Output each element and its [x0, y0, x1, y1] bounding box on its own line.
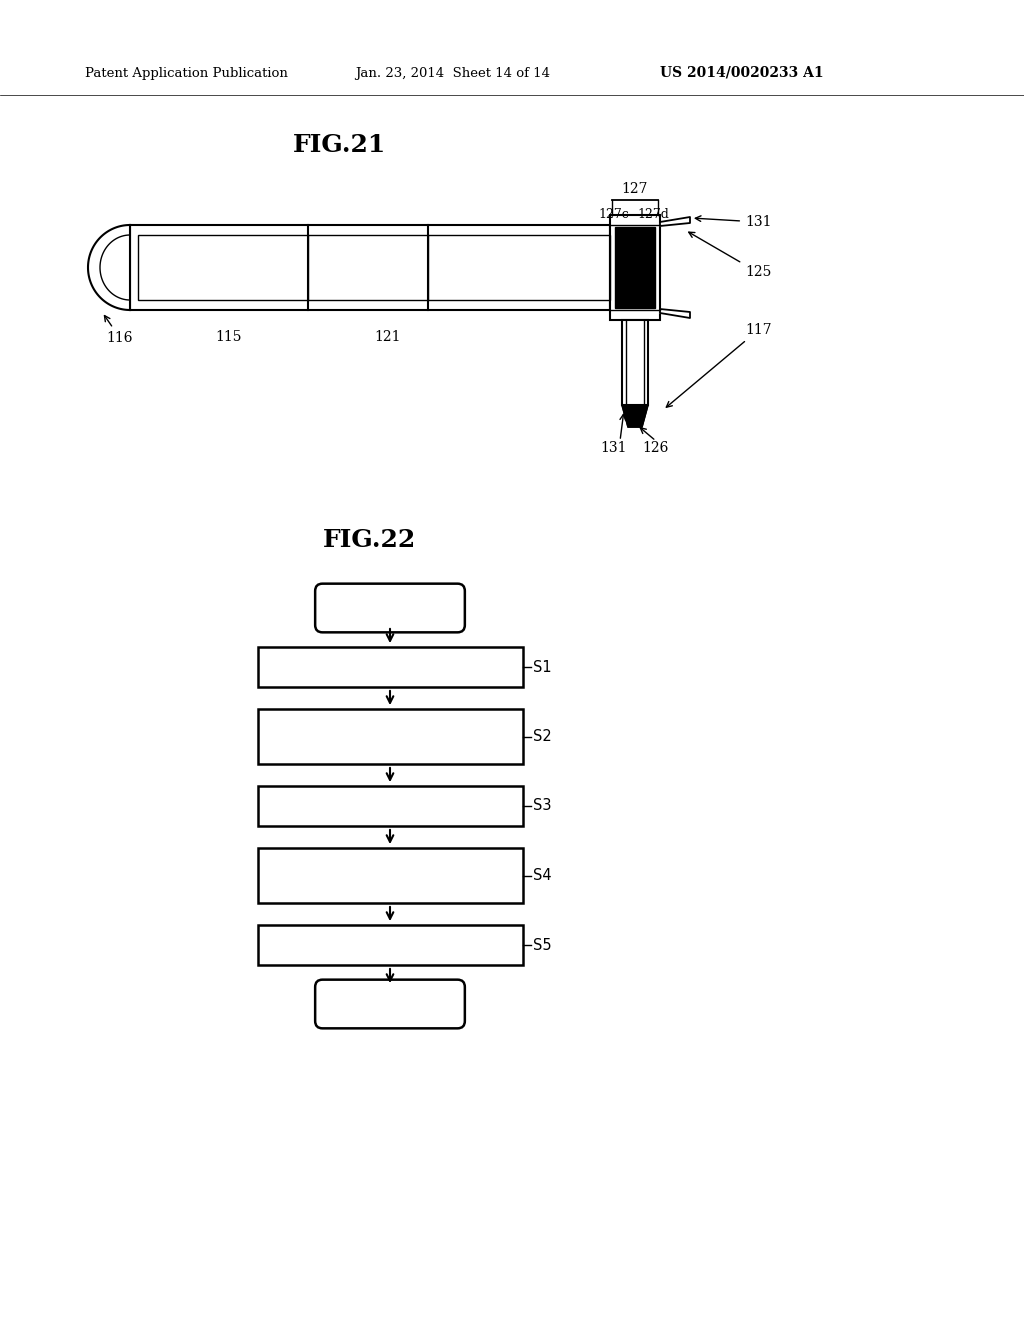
Bar [257, 647, 522, 686]
Polygon shape [615, 227, 655, 308]
Polygon shape [622, 405, 648, 426]
Text: FIG.21: FIG.21 [293, 133, 387, 157]
Text: S1: S1 [532, 660, 551, 675]
Text: Patent Application Publication: Patent Application Publication [85, 66, 288, 79]
Text: 127d: 127d [637, 209, 669, 220]
Bar [257, 709, 522, 764]
Bar [130, 224, 610, 310]
Text: 121: 121 [375, 330, 400, 345]
Text: JIG INSERTION PROCESS: JIG INSERTION PROCESS [306, 660, 473, 675]
Text: 126: 126 [643, 441, 670, 455]
FancyBboxPatch shape [315, 583, 465, 632]
FancyBboxPatch shape [315, 979, 465, 1028]
Bar [257, 785, 522, 826]
Bar [622, 319, 648, 405]
Polygon shape [660, 216, 690, 226]
Text: 125: 125 [689, 232, 771, 280]
Text: CLEARANCE INCREASING
PROCESS: CLEARANCE INCREASING PROCESS [303, 722, 477, 751]
Text: 131: 131 [695, 215, 771, 228]
Text: 127: 127 [622, 182, 648, 195]
Text: MEMBER INSERTION PROCESS: MEMBER INSERTION PROCESS [286, 799, 495, 813]
Text: Jan. 23, 2014  Sheet 14 of 14: Jan. 23, 2014 Sheet 14 of 14 [355, 66, 550, 79]
Text: S3: S3 [532, 799, 551, 813]
Polygon shape [88, 224, 130, 310]
Bar [257, 925, 522, 965]
Text: 127c: 127c [598, 209, 629, 220]
Text: 115: 115 [215, 330, 242, 345]
Text: FIG.22: FIG.22 [324, 528, 417, 552]
Text: 131: 131 [601, 441, 628, 455]
Text: S5: S5 [532, 937, 551, 953]
Text: JIG DRAWING PROCESS: JIG DRAWING PROCESS [310, 939, 470, 952]
Bar [257, 847, 522, 903]
Text: US 2014/0020233 A1: US 2014/0020233 A1 [660, 66, 823, 81]
Bar [610, 215, 660, 319]
Text: INCREASING CANCELLATION
PROCESS: INCREASING CANCELLATION PROCESS [292, 861, 488, 891]
Polygon shape [660, 309, 690, 318]
Text: 117: 117 [667, 323, 772, 407]
Text: S2: S2 [532, 729, 551, 744]
Text: START: START [365, 599, 416, 616]
Bar [138, 235, 610, 300]
Text: S4: S4 [532, 869, 551, 883]
Text: END: END [372, 995, 408, 1012]
Text: 116: 116 [104, 315, 133, 345]
